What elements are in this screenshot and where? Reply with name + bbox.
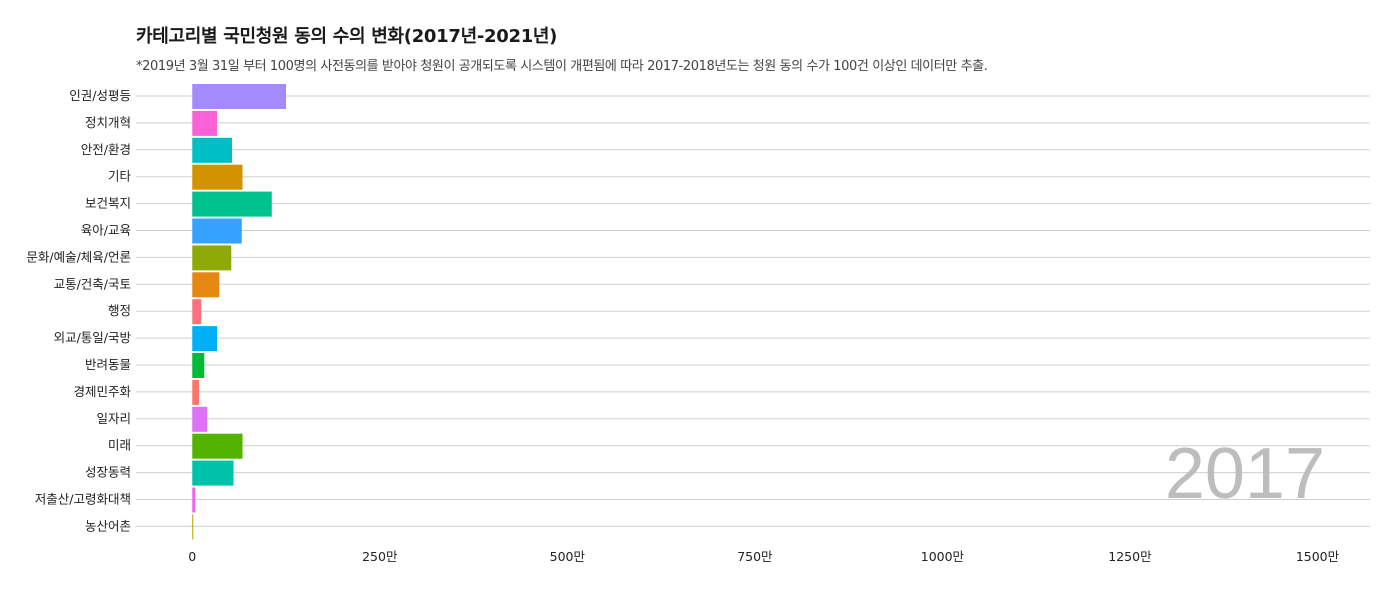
- category-label: 저출산/고령화대책: [35, 492, 131, 507]
- category-label: 문화/예술/체육/언론: [26, 249, 131, 264]
- x-tick-label: 0: [188, 549, 196, 564]
- x-tick-label: 750만: [737, 549, 773, 564]
- category-label: 경제민주화: [73, 384, 131, 399]
- category-labels: 인권/성평등정치개혁안전/환경기타보건복지육아/교육문화/예술/체육/언론교통/…: [26, 88, 131, 533]
- bar-6: [192, 218, 242, 244]
- category-label: 육아/교육: [81, 223, 131, 238]
- bar-5: [192, 191, 272, 217]
- category-label: 반려동물: [85, 357, 131, 372]
- bar-12: [192, 379, 200, 405]
- category-label: 안전/환경: [81, 142, 131, 157]
- bar-3: [192, 137, 233, 163]
- bar-14: [192, 433, 243, 459]
- category-label: 행정: [108, 303, 131, 318]
- category-label: 기타: [108, 169, 132, 184]
- x-tick-label: 250만: [362, 549, 398, 564]
- category-label: 교통/건축/국토: [54, 276, 131, 291]
- category-label: 외교/통일/국방: [54, 330, 132, 345]
- x-axis-ticks: 0 250만 500만 750만 1000만 1250만 1500만: [188, 549, 1339, 564]
- bar-2: [192, 110, 218, 136]
- bar-11: [192, 353, 205, 378]
- bar-10: [192, 326, 218, 352]
- category-label: 일자리: [96, 411, 131, 426]
- bar-4: [192, 164, 243, 190]
- category-label: 성장동력: [85, 465, 131, 480]
- bar-9: [192, 299, 202, 325]
- bar-16: [192, 487, 196, 513]
- x-tick-label: 1500만: [1296, 549, 1340, 564]
- x-tick-label: 500만: [550, 549, 586, 564]
- bar-8: [192, 272, 220, 298]
- chart-subtitle: *2019년 3월 31일 부터 100명의 사전동의를 받아야 청원이 공개되…: [136, 59, 988, 74]
- x-tick-label: 1250만: [1108, 549, 1152, 564]
- category-label: 인권/성평등: [69, 88, 131, 103]
- category-label: 미래: [108, 438, 131, 453]
- bar-17: [192, 514, 194, 540]
- year-label: 2017: [1165, 434, 1325, 514]
- bar-7: [192, 245, 232, 271]
- bar-1: [192, 84, 287, 109]
- bar-15: [192, 460, 234, 486]
- category-label: 정치개혁: [85, 115, 131, 130]
- gridlines: [136, 95, 1370, 527]
- bar-13: [192, 406, 208, 432]
- x-tick-label: 1000만: [921, 549, 965, 564]
- chart-title: 카테고리별 국민청원 동의 수의 변화(2017년-2021년): [136, 26, 558, 47]
- category-label: 보건복지: [85, 196, 131, 211]
- bars: [192, 84, 287, 540]
- category-label: 농산어촌: [85, 518, 131, 533]
